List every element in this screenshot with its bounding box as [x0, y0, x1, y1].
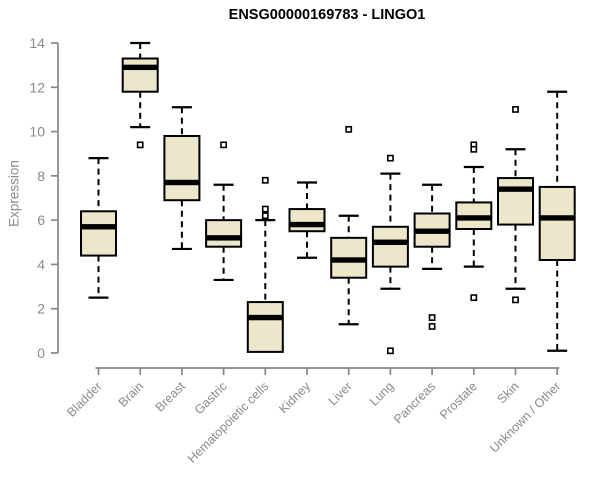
outlier-lung	[386, 347, 394, 355]
boxplot-liver	[330, 125, 368, 326]
outlier-prostate	[470, 145, 478, 153]
outlier-pancreas	[428, 323, 436, 330]
boxplot-unknown-other	[538, 90, 576, 352]
x-tick-label-lung: Lung	[367, 379, 397, 409]
median-pancreas	[414, 228, 450, 234]
y-tick-label-6: 6	[37, 212, 45, 228]
median-lung	[372, 239, 408, 245]
boxplot-pancreas	[413, 183, 451, 330]
x-tick-label-skin: Skin	[495, 379, 522, 406]
outlier-prostate	[470, 294, 478, 302]
box-kidney	[288, 208, 326, 233]
x-tick-label-unknown-other: Unknown / Other	[487, 379, 563, 455]
y-tick-label-12: 12	[29, 79, 45, 95]
x-tick-label-liver: Liver	[326, 379, 355, 408]
x-tick-label-prostate: Prostate	[437, 379, 480, 422]
median-skin	[498, 186, 533, 192]
x-tick-label-breast: Breast	[153, 379, 189, 415]
boxplot-lung	[371, 154, 409, 355]
outlier-brain	[136, 141, 144, 149]
y-tick-label-8: 8	[37, 168, 45, 184]
median-kidney	[289, 221, 325, 228]
x-tick-label-bladder: Bladder	[64, 379, 104, 419]
boxplot-prostate	[455, 141, 493, 302]
outlier-lung	[386, 154, 394, 162]
outlier-skin	[512, 296, 519, 304]
chart-title: ENSG00000169783 - LINGO1	[228, 7, 426, 23]
box-skin	[497, 177, 534, 226]
outlier-gastric	[220, 141, 227, 149]
boxplot-skin	[497, 106, 534, 304]
y-tick-label-4: 4	[37, 256, 45, 272]
y-axis-label: Expression	[6, 160, 22, 227]
outlier-hematopoietic-cells	[261, 205, 269, 213]
boxplot-hematopoietic-cells	[246, 176, 284, 353]
x-tick-label-gastric: Gastric	[192, 379, 230, 417]
outlier-skin	[512, 106, 519, 113]
median-prostate	[456, 215, 492, 221]
outlier-liver	[345, 125, 353, 133]
median-unknown-other	[539, 215, 575, 221]
box-gastric	[205, 219, 243, 248]
box-lung	[371, 225, 409, 268]
outlier-hematopoietic-cells	[261, 212, 269, 220]
boxplot-brain	[121, 41, 159, 149]
box-brain	[121, 57, 159, 93]
median-gastric	[206, 235, 242, 241]
x-tick-label-pancreas: Pancreas	[391, 379, 438, 426]
outlier-hematopoietic-cells	[261, 176, 269, 184]
x-tick-label-brain: Brain	[116, 379, 147, 410]
boxplot-kidney	[288, 181, 326, 259]
x-tick-label-kidney: Kidney	[276, 379, 313, 416]
boxplot-bladder	[80, 157, 117, 299]
median-hematopoietic-cells	[247, 314, 283, 321]
median-liver	[331, 257, 367, 263]
y-tick-label-2: 2	[37, 301, 45, 317]
box-bladder	[80, 210, 117, 257]
box-breast	[163, 135, 201, 202]
median-breast	[164, 179, 200, 186]
y-tick-label-10: 10	[29, 124, 45, 140]
boxplot-breast	[163, 106, 201, 251]
outlier-pancreas	[428, 314, 436, 321]
box-unknown-other	[538, 185, 576, 261]
y-tick-label-0: 0	[37, 345, 45, 361]
boxplot-gastric	[205, 141, 243, 282]
y-tick-label-14: 14	[29, 35, 45, 51]
median-bladder	[81, 224, 116, 230]
median-brain	[122, 64, 158, 71]
box-hematopoietic-cells	[246, 301, 284, 353]
x-tick-label-hematopoietic-cells: Hematopoietic cells	[185, 379, 272, 466]
